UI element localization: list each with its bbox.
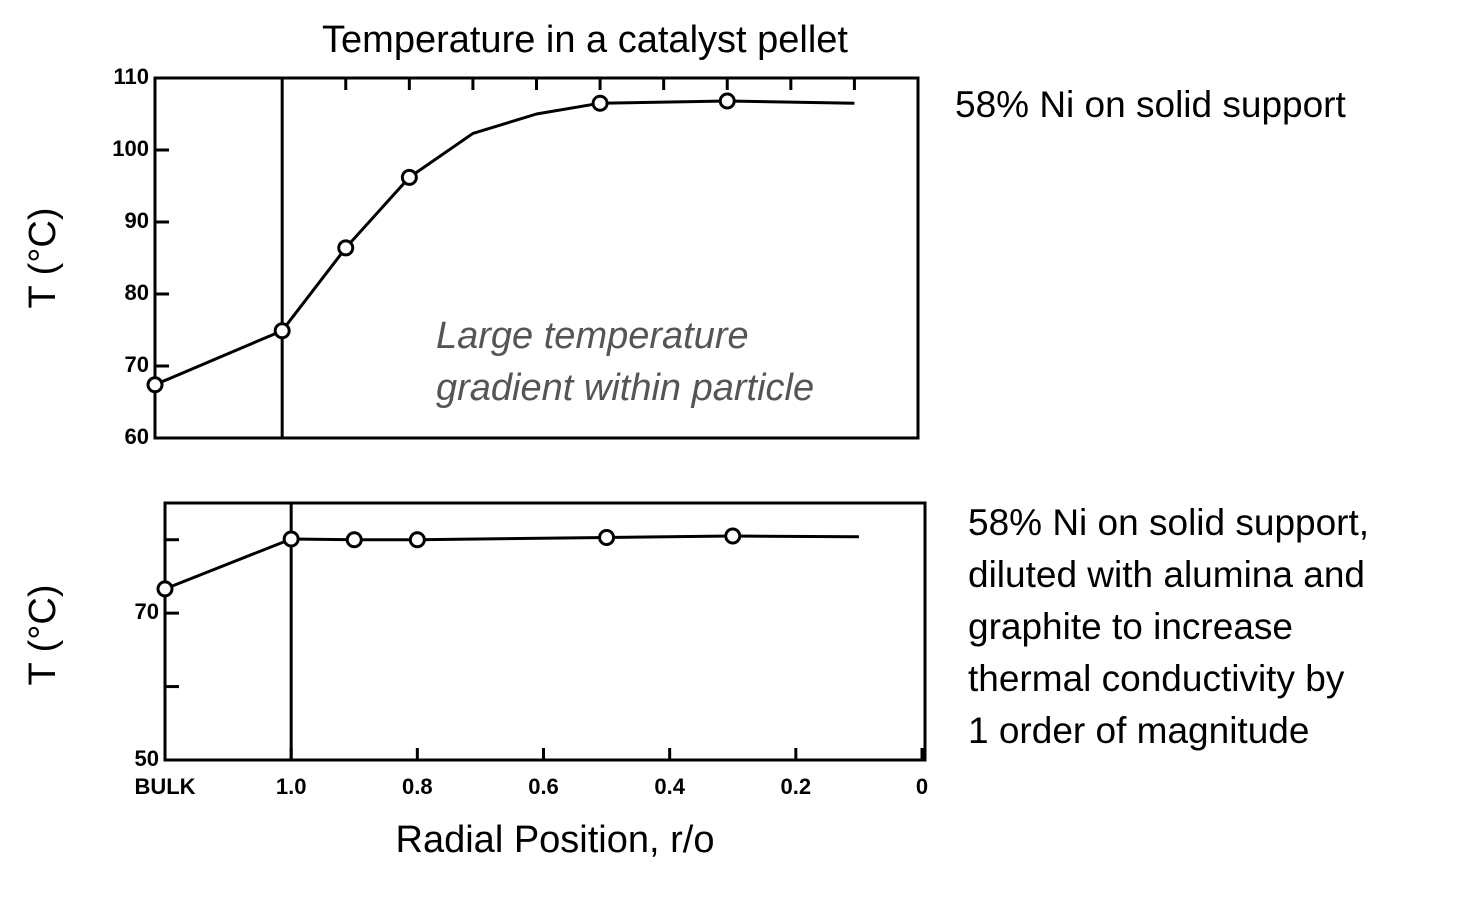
y-tick-label: 110: [114, 64, 150, 89]
x-axis-label: Radial Position, r/o: [396, 819, 715, 861]
y-tick-label: 100: [112, 136, 149, 161]
side-note: thermal conductivity by: [968, 658, 1345, 699]
annotation: Large temperature: [436, 315, 749, 357]
data-point: [400, 168, 418, 186]
chart-title: Temperature in a catalyst pellet: [322, 19, 848, 61]
plot-frame: [163, 501, 927, 762]
x-tick-label: 0.4: [654, 774, 685, 799]
fit-curve: [164, 534, 859, 591]
data-point: [591, 94, 609, 112]
y-tick-label: 70: [135, 599, 159, 624]
data-point: [337, 239, 355, 257]
data-point: [273, 322, 291, 340]
side-note: graphite to increase: [968, 606, 1293, 647]
side-note: diluted with alumina and: [968, 554, 1365, 595]
data-point: [345, 531, 363, 549]
fit-curve: [154, 99, 855, 387]
data-point: [718, 92, 736, 110]
data-point: [156, 580, 174, 598]
data-point: [724, 527, 742, 545]
x-tick-label: 0: [916, 774, 928, 799]
y-axis-label: T (°C): [22, 584, 64, 685]
data-point: [146, 376, 164, 394]
y-tick-label: 60: [125, 424, 149, 449]
data-point: [282, 530, 300, 548]
side-note: 58% Ni on solid support,: [968, 502, 1369, 543]
x-tick-label: BULK: [134, 774, 195, 799]
y-axis-label: T (°C): [22, 207, 64, 308]
data-point: [408, 531, 426, 549]
y-tick-label: 50: [135, 746, 159, 771]
annotation: gradient within particle: [436, 367, 814, 409]
side-note: 58% Ni on solid support: [955, 84, 1346, 125]
y-tick-label: 90: [125, 208, 149, 233]
data-point: [598, 529, 616, 547]
x-tick-label: 0.8: [402, 774, 433, 799]
y-tick-label: 70: [125, 352, 149, 377]
x-tick-label: 0.6: [528, 774, 559, 799]
x-tick-label: 0.2: [781, 774, 812, 799]
side-note: 1 order of magnitude: [968, 710, 1309, 751]
x-tick-label: 1.0: [276, 774, 307, 799]
y-tick-label: 80: [125, 280, 149, 305]
